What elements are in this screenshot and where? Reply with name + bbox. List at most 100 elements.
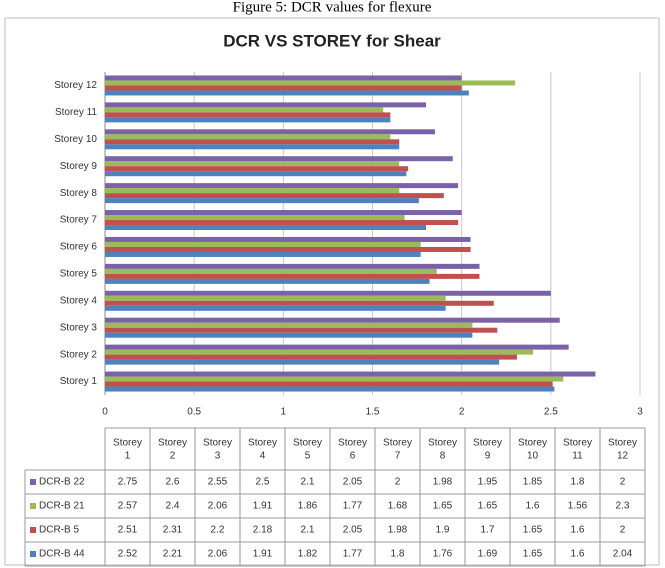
table-header-line: 6 xyxy=(350,450,356,461)
bar xyxy=(105,290,551,296)
bar xyxy=(105,220,459,226)
table-header: Storey 3 xyxy=(203,437,232,461)
legend-swatch xyxy=(30,479,36,485)
y-tick-label: Storey 7 xyxy=(60,215,98,226)
table-cell: 2.4 xyxy=(166,501,180,512)
bar xyxy=(105,117,391,123)
bar xyxy=(105,327,498,333)
bar xyxy=(105,268,437,274)
table-cell: 2.6 xyxy=(166,477,180,488)
bar xyxy=(105,129,435,135)
y-tick-label: Storey 11 xyxy=(55,107,97,118)
x-tick-label: 2.5 xyxy=(544,407,558,418)
table-cell: 1.91 xyxy=(253,501,273,512)
bar xyxy=(105,183,459,189)
table-cell: 1.8 xyxy=(391,549,405,560)
table-cell: 1.65 xyxy=(478,501,498,512)
table-cell: 2.05 xyxy=(343,525,363,536)
table-cell: 1.82 xyxy=(298,549,318,560)
table-cell: 2.31 xyxy=(163,525,183,536)
bar xyxy=(105,188,400,194)
legend-swatch xyxy=(30,527,36,533)
table-header-line: Storey xyxy=(293,437,322,448)
table-cell: 1.9 xyxy=(436,525,450,536)
bar xyxy=(105,386,555,392)
bar xyxy=(105,246,471,252)
table-cell: 1.6 xyxy=(571,525,585,536)
table-cell: 2.05 xyxy=(343,477,363,488)
table-header-line: 8 xyxy=(440,450,446,461)
table-cell: 1.7 xyxy=(481,525,495,536)
x-tick-label: 0.5 xyxy=(187,407,201,418)
table-cell: 1.65 xyxy=(433,501,453,512)
bar xyxy=(105,322,473,328)
table-cell: 2.75 xyxy=(118,477,138,488)
table-cell: 2.21 xyxy=(163,549,183,560)
bar xyxy=(105,305,446,311)
table-cell: 2 xyxy=(620,525,626,536)
y-tick-label: Storey 9 xyxy=(60,161,98,172)
table-cell: 1.86 xyxy=(298,501,318,512)
bar xyxy=(105,102,426,108)
x-tick-label: 1.5 xyxy=(366,407,380,418)
table-header: Storey 5 xyxy=(293,437,322,461)
bar xyxy=(105,359,500,365)
bar xyxy=(105,166,409,172)
table-cell: 2.06 xyxy=(208,501,228,512)
table-header: Storey 7 xyxy=(383,437,412,461)
table-header: Storey 2 xyxy=(158,437,187,461)
bar xyxy=(105,300,494,306)
y-tick-label: Storey 3 xyxy=(60,322,98,333)
table-cell: 2 xyxy=(395,477,401,488)
table-header: Storey 12 xyxy=(608,437,637,461)
caption: Figure 5: DCR values for flexure xyxy=(233,0,432,15)
table-header: Storey 10 xyxy=(518,437,547,461)
table-cell: 1.8 xyxy=(571,477,585,488)
table-cell: 2.5 xyxy=(256,477,270,488)
table-cell: 2.06 xyxy=(208,549,228,560)
bar xyxy=(105,376,564,382)
bar xyxy=(105,171,407,177)
table-header-line: 10 xyxy=(527,450,539,461)
bar xyxy=(105,371,596,377)
bar xyxy=(105,332,473,338)
table-header: Storey 6 xyxy=(338,437,367,461)
y-tick-label: Storey 10 xyxy=(54,134,97,145)
bar xyxy=(105,75,462,81)
table-cell: 1.76 xyxy=(433,549,453,560)
table-header-line: 11 xyxy=(572,450,583,461)
x-tick-label: 1 xyxy=(281,407,287,418)
table-cell: 2.2 xyxy=(211,525,225,536)
legend-swatch xyxy=(30,503,36,509)
table-cell: 2.52 xyxy=(118,549,138,560)
table-header-line: Storey xyxy=(383,437,412,448)
table-header: Storey 11 xyxy=(563,437,592,461)
table-cell: 2.3 xyxy=(616,501,630,512)
table-cell: 2.1 xyxy=(301,477,315,488)
bar xyxy=(105,349,533,355)
table-header: Storey 1 xyxy=(113,437,142,461)
table-header-line: 12 xyxy=(617,450,629,461)
table-header: Storey 8 xyxy=(428,437,457,461)
table-cell: 1.91 xyxy=(253,549,273,560)
bar xyxy=(105,80,516,86)
bar xyxy=(105,278,430,284)
bar xyxy=(105,273,480,279)
table-cell: 1.77 xyxy=(343,549,363,560)
bar xyxy=(105,193,444,199)
table-header: Storey 4 xyxy=(248,437,277,461)
bar xyxy=(105,134,391,140)
table-cell: 2.1 xyxy=(301,525,315,536)
table-header-line: Storey xyxy=(563,437,592,448)
y-tick-label: Storey 6 xyxy=(60,242,98,253)
table-cell: 1.6 xyxy=(526,501,540,512)
table-cell: 2.51 xyxy=(118,525,138,536)
x-tick-label: 2 xyxy=(459,407,465,418)
table-cell: 1.68 xyxy=(388,501,408,512)
bar xyxy=(105,263,480,269)
y-tick-label: Storey 8 xyxy=(60,188,98,199)
table-cell: 1.95 xyxy=(478,477,498,488)
table-cell: 2 xyxy=(620,477,626,488)
table-cell: 2.04 xyxy=(613,549,633,560)
chart-title: DCR VS STOREY for Shear xyxy=(223,31,441,50)
